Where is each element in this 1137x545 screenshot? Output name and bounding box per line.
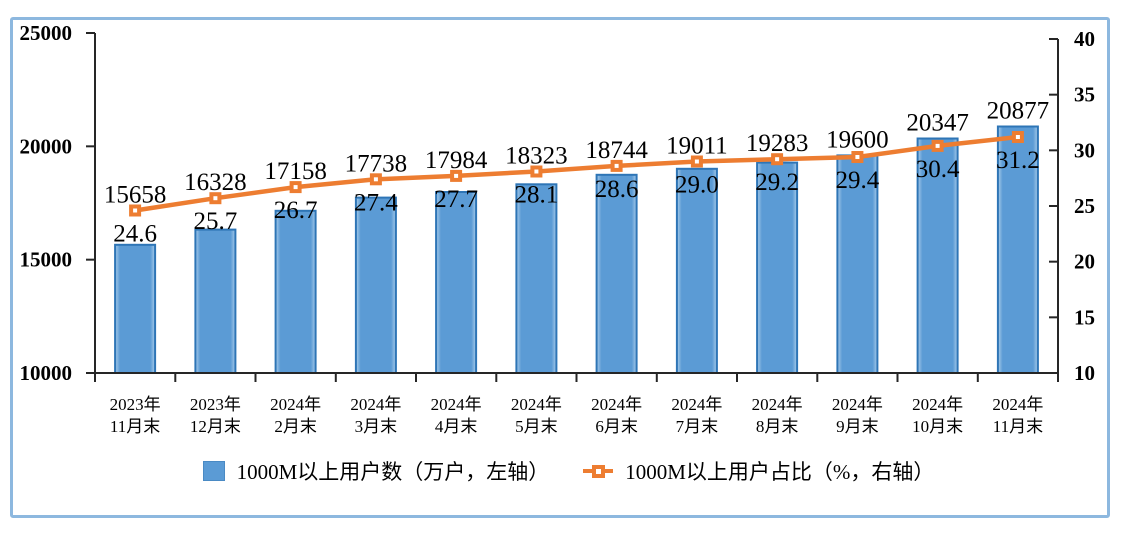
left-axis-tick-label: 25000	[20, 21, 73, 45]
bar	[916, 137, 959, 374]
bar-series	[114, 125, 1039, 374]
ratio-value-label: 30.4	[916, 156, 960, 183]
line-marker-center	[373, 177, 378, 182]
x-category-label: 2024年 8月末	[752, 395, 803, 436]
ratio-value-label: 24.6	[113, 220, 157, 247]
right-axis-tick-label: 40	[1074, 27, 1095, 51]
ratio-line	[134, 134, 1019, 213]
line-marker-center	[855, 155, 860, 159]
bar-value-label: 17984	[425, 147, 488, 174]
bar-value-label: 18744	[585, 137, 648, 164]
line-marker-center	[614, 163, 619, 168]
line-series	[129, 131, 1024, 217]
x-category-label: 2023年 12月末	[190, 395, 241, 436]
bar-value-label: 19011	[666, 132, 728, 159]
bar	[114, 243, 157, 374]
x-category-label: 2024年 4月末	[431, 395, 482, 436]
bar	[435, 191, 478, 374]
line-marker-swatch-icon	[583, 464, 614, 478]
bar	[194, 228, 237, 374]
x-category-label: 2024年 9月末	[832, 395, 883, 436]
bar-value-label: 17158	[264, 158, 327, 185]
line-marker-center	[293, 185, 298, 190]
ratio-value-label: 28.6	[595, 176, 639, 203]
line-marker-center	[534, 169, 539, 174]
bar	[274, 209, 317, 374]
bar	[756, 161, 799, 374]
line-marker-center	[935, 143, 940, 148]
right-axis-tick-label: 15	[1074, 305, 1095, 329]
x-category-label: 2023年 11月末	[110, 395, 161, 436]
bar	[675, 167, 718, 374]
x-category-label: 2024年 7月末	[671, 395, 722, 436]
left-axis-tick-label: 10000	[20, 361, 73, 385]
legend: 1000M以上用户数（万户，左轴） 1000M以上用户占比（%，右轴）	[0, 456, 1137, 486]
x-category-label: 2024年 2月末	[270, 395, 321, 436]
ratio-value-label: 29.0	[675, 171, 719, 198]
bar	[595, 173, 638, 374]
right-axis-tick-label: 20	[1074, 250, 1095, 274]
bar-value-label: 16328	[184, 169, 247, 196]
axes: 10000 15000 20000 25000 10 15 20 25 30 35 40	[20, 21, 1096, 385]
line-marker-center	[454, 173, 459, 178]
ratio-value-label: 28.1	[515, 181, 559, 208]
line-marker-center	[1015, 135, 1020, 139]
ratio-value-label: 26.7	[274, 197, 318, 224]
x-category-label: 2024年 10月末	[912, 395, 963, 436]
ratio-value-label: 29.2	[755, 169, 799, 196]
line-marker-center	[775, 157, 780, 162]
ratio-value-label: 25.7	[194, 208, 238, 235]
x-category-label: 2024年 5月末	[511, 395, 562, 436]
bar-value-label: 20347	[906, 109, 969, 136]
right-axis-tick-label: 30	[1074, 138, 1095, 162]
x-category-label: 2024年 6月末	[591, 395, 642, 436]
left-axis-tick-label: 20000	[20, 134, 73, 158]
bar	[515, 183, 558, 374]
line-marker-center	[213, 196, 218, 201]
right-axis-tick-label: 25	[1074, 194, 1095, 218]
ratio-value-label: 29.4	[836, 167, 880, 194]
x-category-label: 2024年 11月末	[992, 395, 1043, 436]
line-marker-center	[694, 159, 699, 164]
bar	[836, 154, 879, 374]
legend-label-users: 1000M以上用户数（万户，左轴）	[236, 460, 550, 484]
right-axis-tick-label: 35	[1074, 83, 1095, 107]
ratio-value-label: 31.2	[996, 147, 1040, 174]
data-labels: 15658 24.6 16328 25.7 17158 26.7 17738 27.4 1798…	[104, 97, 1049, 247]
ratio-value-label: 27.7	[434, 186, 478, 213]
right-axis-tick-label: 10	[1074, 361, 1095, 385]
bar-value-label: 19600	[826, 126, 889, 153]
bar-swatch-icon	[202, 461, 225, 481]
bar-value-label: 20877	[987, 97, 1050, 124]
bar-value-label: 15658	[104, 181, 167, 208]
bar-value-label: 18323	[505, 142, 568, 169]
bar-value-label: 19283	[746, 130, 809, 157]
x-category-label: 2024年 3月末	[350, 395, 401, 436]
legend-label-ratio: 1000M以上用户占比（%，右轴）	[625, 460, 935, 484]
bar-value-label: 17738	[345, 150, 408, 177]
legend-item-users: 1000M以上用户数（万户，左轴）	[202, 456, 550, 486]
bar	[354, 196, 397, 374]
ratio-value-label: 27.4	[354, 189, 398, 216]
left-axis-tick-label: 15000	[20, 248, 73, 272]
line-marker-center	[133, 208, 138, 213]
x-axis-labels: 2023年 11月末 2023年 12月末 2024年 2月末 2024年 3月末 2024年 4…	[110, 395, 1044, 436]
legend-item-ratio: 1000M以上用户占比（%，右轴）	[583, 456, 934, 486]
